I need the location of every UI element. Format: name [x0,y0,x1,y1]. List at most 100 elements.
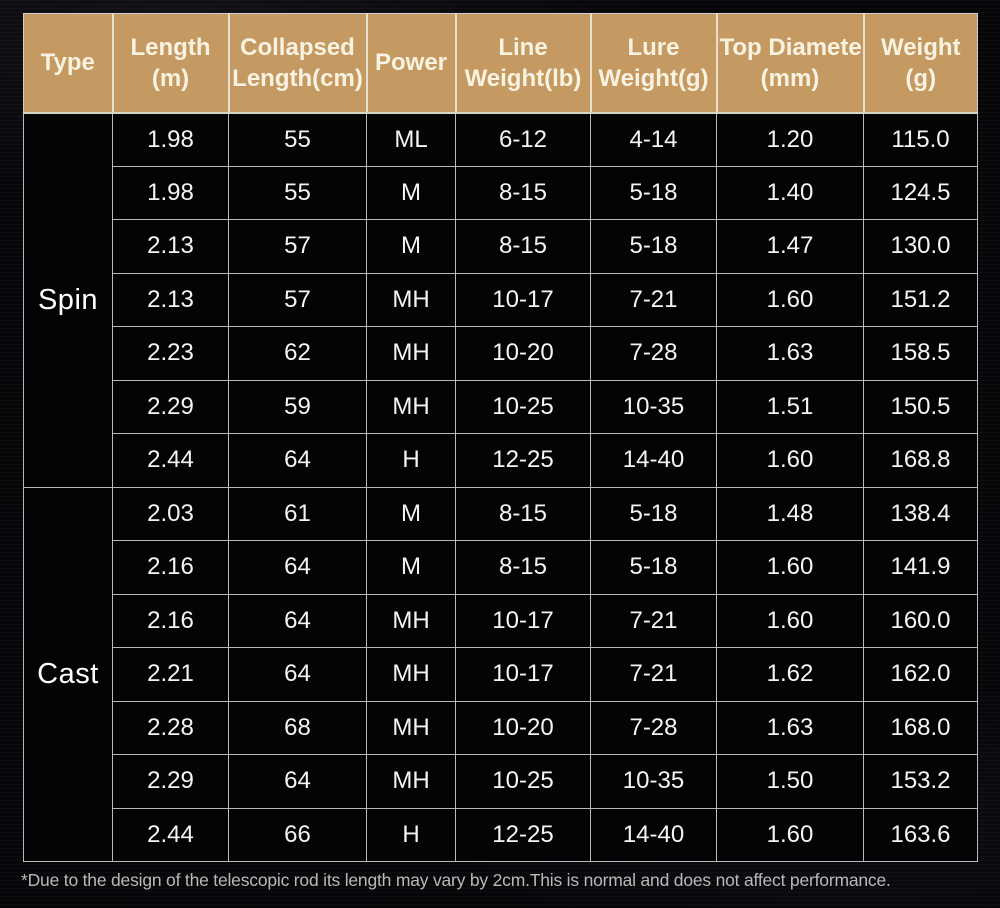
cell-collapsed-length-cm: 64 [228,593,367,648]
cell-line-weight-lb: 10-20 [455,326,591,381]
cell-collapsed-length-cm: 62 [228,326,367,381]
cell-lure-weight-g: 5-18 [590,219,717,274]
cell-length-m: 2.13 [112,219,229,274]
column-header-line: Weight(lb) [464,64,582,92]
cell-top-diameter-mm: 1.60 [716,433,864,488]
cell-collapsed-length-cm: 64 [228,754,367,809]
column-header-line: (g) [905,64,937,92]
cell-lure-weight-g: 7-28 [590,326,717,381]
cell-power: M [366,219,456,274]
table-header: Type Length (m) Collapsed Length(cm) Power Lin… [23,13,978,114]
cell-top-diameter-mm: 1.63 [716,326,864,381]
table-row: 2.29 59 MH 10-25 10-35 1.51 150.5 [24,379,978,434]
table-row: 2.21 64 MH 10-17 7-21 1.62 162.0 [24,647,978,702]
cell-power: MH [366,326,456,381]
cell-weight-g: 150.5 [863,379,978,434]
column-header-line: Weight(g) [598,64,709,92]
column-header-line: Line [498,33,548,61]
column-header-line: (mm) [760,64,820,92]
table-row: 2.28 68 MH 10-20 7-28 1.63 168.0 [24,700,978,755]
cell-lure-weight-g: 7-28 [590,700,717,755]
table-row: 2.13 57 M 8-15 5-18 1.47 130.0 [24,219,978,274]
cell-line-weight-lb: 10-17 [455,647,591,702]
cell-line-weight-lb: 6-12 [455,112,591,167]
cell-line-weight-lb: 10-20 [455,700,591,755]
cell-collapsed-length-cm: 64 [228,647,367,702]
cell-power: MH [366,379,456,434]
cell-top-diameter-mm: 1.60 [716,807,864,862]
header-row: Type Length (m) Collapsed Length(cm) Power Lin… [23,13,978,114]
cell-lure-weight-g: 7-21 [590,647,717,702]
cell-collapsed-length-cm: 64 [228,433,367,488]
cell-length-m: 2.44 [112,433,229,488]
cell-lure-weight-g: 7-21 [590,272,717,327]
cell-collapsed-length-cm: 57 [228,219,367,274]
cell-lure-weight-g: 4-14 [590,112,717,167]
table-row: 2.16 64 M 8-15 5-18 1.60 141.9 [24,540,978,595]
cell-weight-g: 158.5 [863,326,978,381]
cell-power: MH [366,647,456,702]
column-header-line: Type [40,49,95,77]
column-header-type: Type [23,13,113,114]
cell-lure-weight-g: 5-18 [590,486,717,541]
column-header-weight-g: Weight (g) [862,13,978,114]
table-row: 2.13 57 MH 10-17 7-21 1.60 151.2 [24,272,978,327]
cell-lure-weight-g: 10-35 [590,379,717,434]
cell-line-weight-lb: 12-25 [455,807,591,862]
table-row: Cast 2.03 61 M 8-15 5-18 1.48 138.4 [23,486,978,862]
cell-length-m: 2.21 [112,647,229,702]
cell-length-m: 1.98 [112,112,229,167]
cell-length-m: 2.16 [112,540,229,595]
type-cell-cast: Cast [23,486,113,862]
cell-collapsed-length-cm: 66 [228,807,367,862]
cell-weight-g: 141.9 [863,540,978,595]
cell-lure-weight-g: 10-35 [590,754,717,809]
column-header-lure-weight-g: Lure Weight(g) [589,13,717,114]
cell-length-m: 2.29 [112,379,229,434]
cell-weight-g: 160.0 [863,593,978,648]
cell-top-diameter-mm: 1.50 [716,754,864,809]
cell-top-diameter-mm: 1.62 [716,647,864,702]
cell-weight-g: 163.6 [863,807,978,862]
cell-top-diameter-mm: 1.60 [716,540,864,595]
cell-weight-g: 138.4 [863,486,978,541]
cell-lure-weight-g: 14-40 [590,433,717,488]
cell-line-weight-lb: 10-25 [455,754,591,809]
cell-collapsed-length-cm: 57 [228,272,367,327]
cell-power: M [366,165,456,220]
cell-collapsed-length-cm: 59 [228,379,367,434]
cell-line-weight-lb: 8-15 [455,540,591,595]
table-row: 2.44 64 H 12-25 14-40 1.60 168.8 [24,433,978,488]
cell-lure-weight-g: 5-18 [590,165,717,220]
cell-length-m: 2.44 [112,807,229,862]
cell-weight-g: 151.2 [863,272,978,327]
table-row: Spin 1.98 55 ML 6-12 4-14 1.20 115.0 [23,112,978,488]
cell-line-weight-lb: 8-15 [455,165,591,220]
column-header-length-m: Length (m) [111,13,229,114]
column-header-collapsed-length-cm: Collapsed Length(cm) [227,13,367,114]
footnote-text: *Due to the design of the telescopic rod… [21,870,891,890]
cell-top-diameter-mm: 1.48 [716,486,864,541]
column-header-line: Weight [880,33,961,61]
cell-power: MH [366,700,456,755]
table-row: 2.29 64 MH 10-25 10-35 1.50 153.2 [24,754,978,809]
column-header-line: Length [130,33,211,61]
cell-power: M [366,486,456,541]
table-row: 2.44 66 H 12-25 14-40 1.60 163.6 [24,807,978,862]
cell-power: MH [366,272,456,327]
type-cell-spin: Spin [23,112,113,488]
rod-spec-table: Type Length (m) Collapsed Length(cm) Power Lin… [23,13,978,862]
table-row: 2.16 64 MH 10-17 7-21 1.60 160.0 [24,593,978,648]
cell-weight-g: 162.0 [863,647,978,702]
cell-collapsed-length-cm: 64 [228,540,367,595]
column-header-line: Collapsed [240,33,355,61]
cell-lure-weight-g: 5-18 [590,540,717,595]
table-row: 2.23 62 MH 10-20 7-28 1.63 158.5 [24,326,978,381]
column-header-power: Power [365,13,456,114]
cell-length-m: 2.28 [112,700,229,755]
cell-collapsed-length-cm: 55 [228,112,367,167]
cell-length-m: 1.98 [112,165,229,220]
cell-weight-g: 115.0 [863,112,978,167]
cell-lure-weight-g: 14-40 [590,807,717,862]
cell-top-diameter-mm: 1.60 [716,593,864,648]
